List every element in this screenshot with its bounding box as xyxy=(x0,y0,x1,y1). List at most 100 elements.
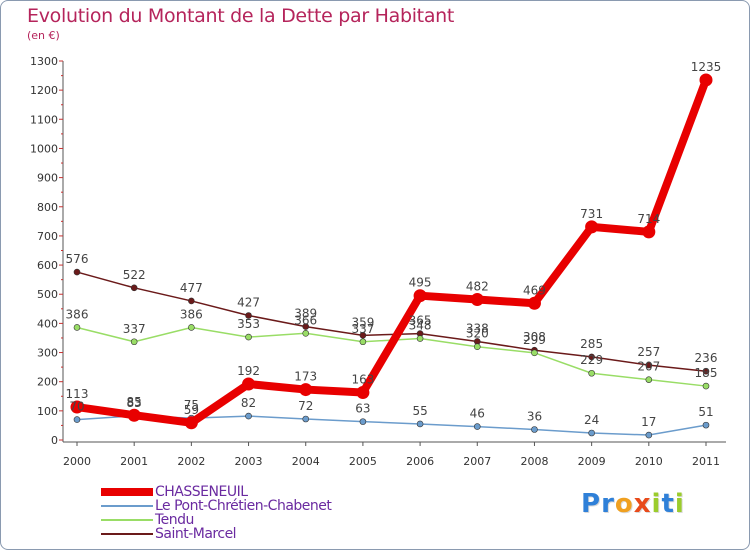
x-tick-label: 2010 xyxy=(635,455,663,468)
chart-title: Evolution du Montant de la Dette par Hab… xyxy=(27,5,455,27)
data-label: 163 xyxy=(351,372,374,386)
data-label: 576 xyxy=(66,252,89,266)
y-tick-label: 1100 xyxy=(30,113,58,126)
logo-letter: P xyxy=(581,489,602,519)
data-label: 353 xyxy=(237,317,260,331)
data-label: 366 xyxy=(294,313,317,327)
data-label: 17 xyxy=(641,415,656,429)
data-label: 1235 xyxy=(691,60,722,74)
data-label: 85 xyxy=(127,395,142,409)
data-point xyxy=(73,416,81,423)
y-tick-label: 200 xyxy=(37,376,58,389)
proxiti-logo: Proxiti xyxy=(581,489,685,519)
x-tick-label: 2011 xyxy=(692,455,720,468)
data-labels: 113 85 59 192 173 163 495 482 469 731 714 1235 70 83 7… xyxy=(66,60,722,429)
logo-letter: r xyxy=(601,489,615,519)
data-label: 469 xyxy=(523,283,546,297)
x-tick-label: 2009 xyxy=(578,455,606,468)
y-tick-label: 600 xyxy=(37,259,58,272)
data-point xyxy=(702,382,710,390)
data-point xyxy=(130,284,138,292)
legend-label: Tendu xyxy=(155,512,194,528)
x-tick-label: 2006 xyxy=(406,455,434,468)
y-tick-label: 500 xyxy=(37,288,58,301)
data-label: 359 xyxy=(351,315,374,329)
data-label: 63 xyxy=(355,402,370,416)
y-tick-label: 1200 xyxy=(30,84,58,97)
data-point xyxy=(302,329,310,337)
data-point xyxy=(359,418,367,425)
data-point xyxy=(699,73,713,87)
data-label: 185 xyxy=(695,366,718,380)
legend-swatch xyxy=(101,488,153,496)
data-label: 348 xyxy=(409,319,432,333)
legend-item-tendu: Tendu xyxy=(101,512,331,528)
data-label: 173 xyxy=(294,370,317,384)
legend-item-saint-marcel: Saint-Marcel xyxy=(101,526,331,542)
data-point xyxy=(702,367,710,375)
data-label: 207 xyxy=(637,360,660,374)
logo-letter: o xyxy=(614,489,634,519)
y-tick-label: 0 xyxy=(51,434,58,447)
logo-letter: i xyxy=(651,489,662,519)
data-label: 72 xyxy=(298,399,313,413)
x-tick-label: 2004 xyxy=(292,455,320,468)
y-tick-label: 100 xyxy=(37,405,58,418)
legend-item-le-pont-chretien-chabenet: Le Pont-Chrétien-Chabenet xyxy=(101,498,332,514)
data-label: 477 xyxy=(180,281,203,295)
data-label: 257 xyxy=(637,345,660,359)
x-tick-label: 2003 xyxy=(235,455,263,468)
data-label: 731 xyxy=(580,207,603,221)
data-point xyxy=(127,408,141,422)
data-point xyxy=(184,416,198,430)
data-point xyxy=(359,332,367,339)
logo-letter: i xyxy=(674,489,685,519)
y-tick-label: 1000 xyxy=(30,142,58,155)
data-label: 427 xyxy=(237,296,260,310)
data-point xyxy=(645,431,653,439)
data-label: 495 xyxy=(409,276,432,290)
x-tick-label: 2008 xyxy=(520,455,548,468)
data-label: 236 xyxy=(695,351,718,365)
legend-label: Le Pont-Chrétien-Chabenet xyxy=(155,498,332,514)
logo-letter: t xyxy=(661,489,675,519)
data-point xyxy=(645,376,653,383)
data-point xyxy=(645,361,653,369)
data-label: 482 xyxy=(466,279,489,293)
series-lines xyxy=(70,73,713,439)
data-point xyxy=(356,385,370,399)
data-label: 36 xyxy=(527,410,542,424)
data-point xyxy=(188,297,195,305)
data-point xyxy=(588,429,595,437)
x-tick-label: 2000 xyxy=(63,455,91,468)
data-label: 229 xyxy=(580,353,603,367)
data-label: 386 xyxy=(180,307,203,321)
x-tick-label: 2005 xyxy=(349,455,377,468)
data-label: 82 xyxy=(241,396,256,410)
x-tick-label: 2001 xyxy=(120,455,148,468)
legend-label: Saint-Marcel xyxy=(155,526,237,542)
data-point xyxy=(702,421,710,429)
data-point xyxy=(531,426,538,433)
data-point xyxy=(73,324,81,331)
data-label: 70 xyxy=(69,400,84,414)
data-point xyxy=(302,415,310,423)
data-label: 714 xyxy=(637,212,660,226)
series-line-0 xyxy=(73,75,710,427)
data-point xyxy=(588,353,595,361)
y-tick-label: 700 xyxy=(37,230,58,243)
data-point xyxy=(242,377,256,391)
data-label: 386 xyxy=(66,307,89,321)
data-label: 59 xyxy=(184,403,199,417)
data-point xyxy=(585,220,599,234)
data-point xyxy=(359,338,367,346)
data-label: 299 xyxy=(523,333,546,347)
y-tick-label: 1300 xyxy=(30,55,58,68)
data-label: 192 xyxy=(237,364,260,378)
data-label: 338 xyxy=(466,321,489,335)
data-point xyxy=(413,289,427,303)
data-label: 51 xyxy=(698,405,713,419)
data-point xyxy=(302,323,310,330)
data-label: 308 xyxy=(523,330,546,344)
